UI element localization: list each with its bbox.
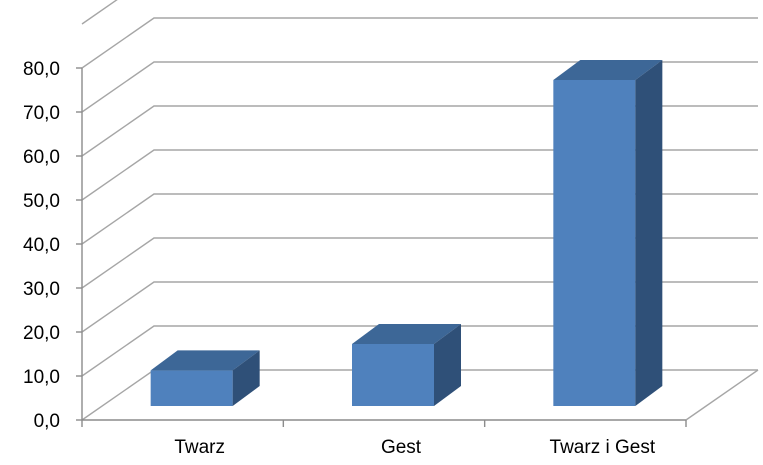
bar <box>150 350 260 406</box>
floor-right-edge <box>685 369 759 421</box>
bar-side <box>635 60 663 406</box>
y-tick-label: 10,0 <box>23 367 60 388</box>
bar-top <box>150 350 260 371</box>
gridlines <box>81 0 758 421</box>
x-tick-labels: Twarz Gest Twarz i Gest <box>174 437 656 458</box>
bar-front <box>352 344 434 406</box>
y-tick-label: 70,0 <box>23 103 60 124</box>
axes <box>76 67 759 427</box>
bar-top <box>352 324 461 344</box>
x-tick-label: Twarz <box>174 437 225 458</box>
y-tick-label: 50,0 <box>23 191 60 212</box>
y-tick-label: 40,0 <box>23 235 60 256</box>
bar-side <box>434 324 461 406</box>
y-tick-label: 60,0 <box>23 147 60 168</box>
gridline <box>81 0 118 25</box>
y-tick-labels: 0,0 10,0 20,0 30,0 40,0 50,0 60,0 70,0 80,0 <box>23 59 60 432</box>
gridline <box>81 17 758 69</box>
y-tick-label: 20,0 <box>23 323 60 344</box>
bar-front <box>553 80 636 406</box>
gridline <box>81 61 758 113</box>
bars <box>150 60 663 406</box>
bar-top <box>553 60 663 80</box>
y-tick-label: 30,0 <box>23 279 60 300</box>
bar-side <box>232 350 260 406</box>
bar <box>553 60 663 406</box>
bar-front <box>150 370 233 406</box>
bar <box>352 324 461 406</box>
y-tick-label: 80,0 <box>23 59 60 80</box>
y-tick-label: 0,0 <box>34 411 60 432</box>
x-tick-label: Twarz i Gest <box>550 437 656 458</box>
x-tick-label: Gest <box>381 437 422 458</box>
